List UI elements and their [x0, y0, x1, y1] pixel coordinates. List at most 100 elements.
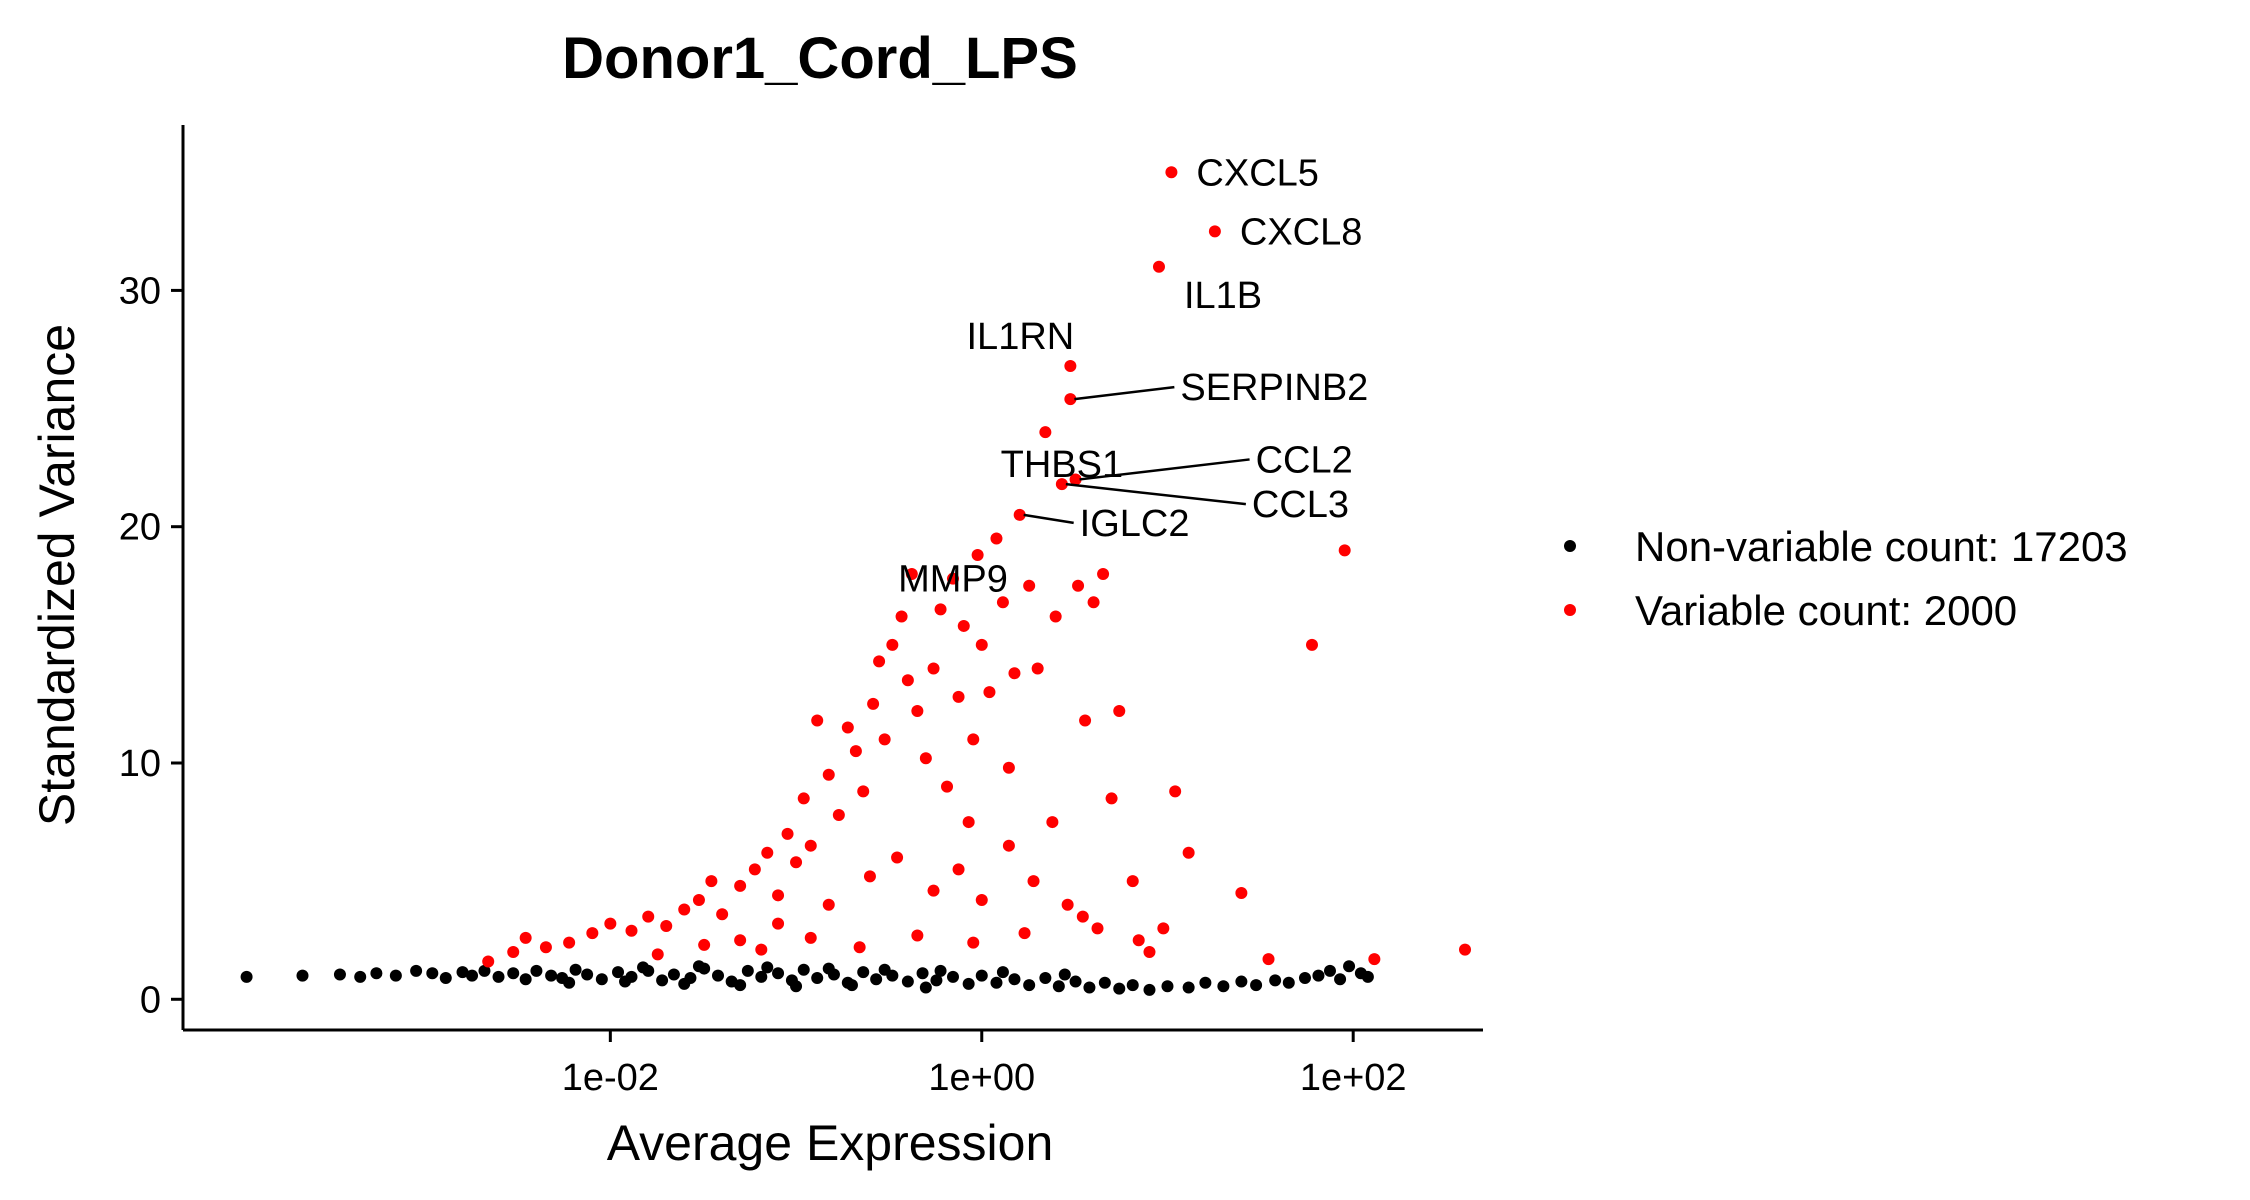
data-point	[952, 863, 965, 876]
gene-label: CXCL5	[1196, 152, 1319, 194]
data-point	[772, 889, 785, 902]
data-point	[967, 733, 980, 746]
data-point	[962, 977, 975, 990]
data-point	[651, 948, 664, 961]
data-point	[240, 970, 253, 983]
data-point	[563, 936, 576, 949]
data-point	[667, 968, 680, 981]
data-point	[863, 870, 876, 883]
data-point	[519, 973, 532, 986]
data-point	[975, 894, 988, 907]
gene-label: THBS1	[1001, 444, 1123, 486]
data-point	[1023, 979, 1036, 992]
data-point	[1235, 886, 1248, 899]
data-point	[734, 979, 747, 992]
data-point	[967, 936, 980, 949]
data-point	[1262, 953, 1275, 966]
points-layer	[240, 166, 1472, 996]
gene-label: CCL3	[1252, 484, 1349, 526]
gene-label-connector	[1079, 458, 1250, 481]
gene-label-connector	[1023, 513, 1074, 525]
gene-labels-layer: CXCL5 CXCL8 IL1B IL1RN SERPINB2 THBS1 CCL2CCL3…	[898, 152, 1368, 600]
data-point	[1064, 393, 1077, 406]
data-point	[1055, 478, 1068, 491]
data-point	[790, 856, 803, 869]
data-point	[678, 977, 691, 990]
data-point	[1046, 816, 1059, 829]
legend-label-nonvariable: Non-variable count: 17203	[1635, 523, 2128, 570]
data-point	[878, 963, 891, 976]
data-point	[905, 567, 918, 580]
data-point	[741, 964, 754, 977]
x-tick-label: 1e+00	[928, 1057, 1035, 1099]
data-point	[1323, 964, 1336, 977]
data-point	[841, 721, 854, 734]
data-point	[975, 969, 988, 982]
data-point	[642, 910, 655, 923]
gene-label: MMP9	[898, 559, 1008, 601]
data-point	[1459, 943, 1472, 956]
data-point	[895, 610, 908, 623]
y-tick-label: 20	[119, 507, 161, 549]
data-point	[1069, 473, 1082, 486]
data-point	[1282, 976, 1295, 989]
data-point	[1250, 979, 1263, 992]
data-point	[1039, 426, 1052, 439]
data-point	[1008, 667, 1021, 680]
data-point	[1305, 638, 1318, 651]
data-point	[1091, 922, 1104, 935]
data-point	[604, 917, 617, 930]
data-point	[946, 970, 959, 983]
data-point	[1361, 970, 1374, 983]
data-point	[930, 974, 943, 987]
data-point	[1298, 972, 1311, 985]
data-point	[901, 975, 914, 988]
data-point	[1018, 927, 1031, 940]
data-point	[849, 745, 862, 758]
data-point	[941, 780, 954, 793]
data-point	[1098, 976, 1111, 989]
data-point	[1334, 973, 1347, 986]
data-point	[656, 974, 669, 987]
data-point	[934, 603, 947, 616]
data-point	[957, 619, 970, 632]
x-axis-label: Average Expression	[607, 1115, 1054, 1171]
data-point	[822, 898, 835, 911]
data-point	[492, 970, 505, 983]
data-point	[1076, 910, 1089, 923]
data-point	[832, 808, 845, 821]
data-point	[857, 785, 870, 798]
data-point	[705, 875, 718, 888]
data-point	[1113, 982, 1126, 995]
data-point	[1023, 579, 1036, 592]
y-axis-label: Standardized Variance	[29, 324, 85, 826]
data-point	[586, 927, 599, 940]
gene-label: IL1RN	[967, 316, 1075, 358]
data-point	[1052, 980, 1065, 993]
data-point	[1008, 973, 1021, 986]
data-point	[716, 908, 729, 921]
data-point	[734, 879, 747, 892]
data-point	[354, 970, 367, 983]
data-point	[1217, 980, 1230, 993]
data-point	[962, 816, 975, 829]
data-point	[857, 966, 870, 979]
data-point	[595, 973, 608, 986]
legend: Non-variable count: 17203 Variable count…	[1564, 523, 2128, 634]
data-point	[660, 920, 673, 933]
data-point	[1312, 969, 1325, 982]
data-point	[1097, 567, 1110, 580]
data-point	[612, 966, 625, 979]
data-point	[878, 733, 891, 746]
data-point	[983, 686, 996, 699]
data-point	[439, 972, 452, 985]
data-point	[1031, 662, 1044, 675]
data-point	[1002, 839, 1015, 852]
gene-label: SERPINB2	[1180, 367, 1368, 409]
data-point	[563, 976, 576, 989]
data-point	[990, 532, 1003, 545]
data-point	[581, 968, 594, 981]
gene-label: IL1B	[1184, 275, 1262, 317]
data-point	[1113, 705, 1126, 718]
